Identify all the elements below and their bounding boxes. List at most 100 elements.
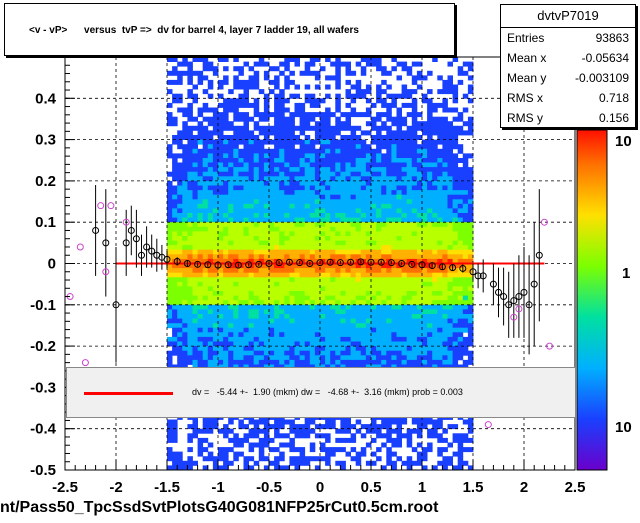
density-cell	[437, 139, 443, 145]
density-cell	[381, 309, 387, 315]
density-cell	[263, 433, 270, 439]
density-cell	[207, 295, 214, 301]
density-cell	[401, 121, 408, 127]
density-cell	[355, 158, 362, 163]
density-cell	[376, 268, 382, 274]
density-cell	[371, 460, 377, 466]
density-cell	[243, 158, 249, 163]
density-cell	[248, 84, 255, 90]
density-cell	[371, 240, 377, 246]
density-cell	[258, 456, 265, 462]
density-cell	[467, 258, 474, 264]
density-cell	[309, 226, 316, 232]
density-cell	[360, 286, 367, 292]
density-cell	[238, 130, 244, 136]
density-cell	[422, 465, 428, 471]
density-cell	[340, 153, 346, 159]
density-cell	[452, 465, 459, 471]
density-cell	[416, 323, 423, 329]
y-tick-label: -0.3	[30, 379, 56, 396]
density-cell	[228, 139, 234, 145]
density-cell	[167, 286, 173, 292]
density-cell	[345, 249, 351, 255]
density-cell	[274, 456, 280, 462]
density-cell	[187, 194, 193, 200]
density-cell	[422, 295, 428, 301]
density-cell	[269, 162, 275, 168]
density-cell	[335, 355, 341, 361]
density-cell	[309, 185, 316, 191]
density-cell	[360, 194, 367, 200]
density-cell	[248, 236, 255, 241]
density-cell	[187, 112, 193, 118]
y-tick-label: -0.5	[30, 462, 56, 479]
density-cell	[218, 272, 224, 278]
density-cell	[238, 116, 244, 122]
density-cell	[330, 213, 336, 218]
density-cell	[467, 286, 474, 292]
density-cell	[452, 451, 459, 457]
density-cell	[243, 61, 249, 67]
density-cell	[437, 258, 443, 264]
density-cell	[207, 268, 214, 274]
density-cell	[187, 75, 193, 81]
density-cell	[258, 447, 265, 453]
density-cell	[396, 135, 402, 140]
density-cell	[442, 350, 448, 356]
density-cell	[289, 350, 295, 356]
density-cell	[401, 190, 408, 196]
density-cell	[416, 61, 423, 67]
density-cell	[457, 180, 464, 186]
density-cell	[187, 144, 193, 150]
density-cell	[309, 171, 316, 177]
density-cell	[355, 277, 362, 283]
density-cell	[248, 456, 255, 462]
density-cell	[284, 240, 290, 246]
density-cell	[447, 130, 453, 136]
density-cell	[207, 162, 214, 168]
density-cell	[406, 355, 413, 361]
density-cell	[192, 295, 198, 301]
density-cell	[432, 194, 438, 200]
density-cell	[371, 125, 377, 131]
density-cell	[376, 300, 382, 306]
density-cell	[452, 217, 459, 223]
density-cell	[365, 162, 372, 168]
density-cell	[437, 130, 443, 136]
density-cell	[457, 272, 464, 278]
density-cell	[432, 277, 438, 283]
density-cell	[376, 194, 382, 200]
density-cell	[182, 286, 188, 292]
density-cell	[462, 258, 469, 264]
density-cell	[207, 350, 214, 356]
density-cell	[187, 185, 193, 191]
density-cell	[401, 309, 408, 315]
density-cell	[350, 112, 357, 118]
density-cell	[437, 190, 443, 196]
density-cell	[238, 424, 244, 430]
density-cell	[299, 277, 306, 283]
density-cell	[187, 460, 193, 466]
density-cell	[401, 231, 408, 237]
profile-point	[495, 288, 502, 296]
density-cell	[192, 286, 198, 292]
density-cell	[263, 231, 270, 237]
density-cell	[172, 336, 178, 342]
density-cell	[320, 359, 326, 365]
density-cell	[467, 213, 474, 218]
density-cell	[381, 135, 387, 140]
density-cell	[350, 203, 357, 209]
density-cell	[406, 231, 413, 237]
density-cell	[223, 121, 229, 127]
density-cell	[177, 144, 183, 150]
density-cell	[411, 148, 418, 154]
density-cell	[238, 300, 244, 306]
density-cell	[447, 456, 453, 462]
profile-point	[489, 280, 497, 288]
density-cell	[416, 314, 423, 319]
density-cell	[467, 465, 474, 471]
density-cell	[269, 281, 275, 287]
density-cell	[284, 327, 290, 333]
density-cell	[406, 217, 413, 223]
density-cell	[442, 341, 448, 347]
